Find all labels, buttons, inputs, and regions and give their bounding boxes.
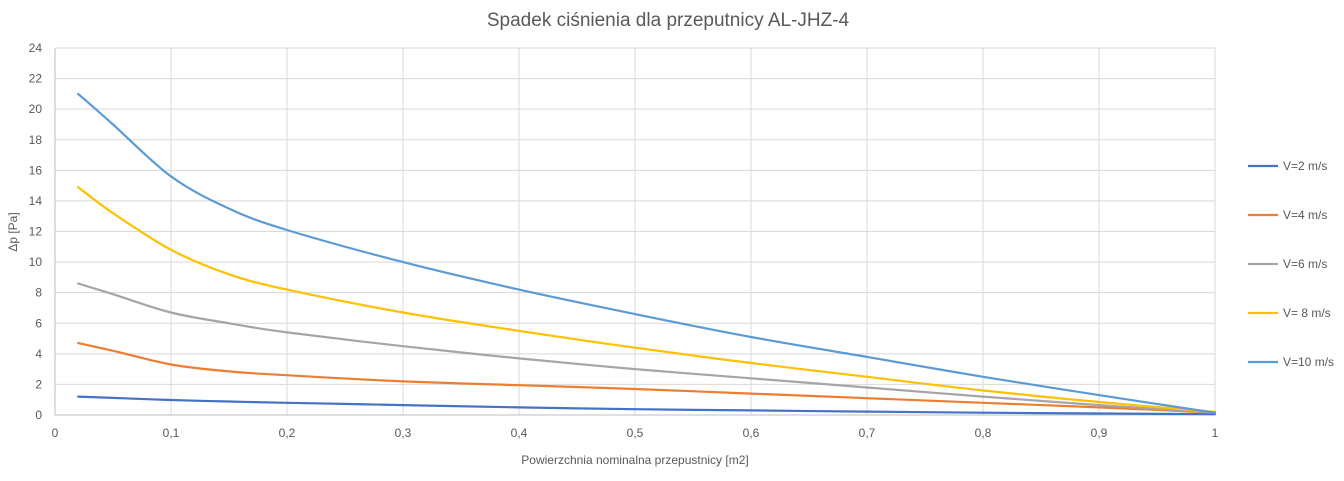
x-tick-label: 0,8 xyxy=(975,426,992,440)
y-axis-title: Δp [Pa] xyxy=(6,212,20,251)
x-tick-label: 0,2 xyxy=(279,426,296,440)
y-tick-label: 4 xyxy=(35,347,42,361)
legend-label: V=6 m/s xyxy=(1283,257,1327,271)
legend: V=2 m/s V=4 m/s V=6 m/s V= 8 m/s V=10 m/s xyxy=(1248,159,1334,369)
axes xyxy=(54,48,1215,416)
y-tick-label: 10 xyxy=(29,255,43,269)
x-tick-label: 0,7 xyxy=(859,426,876,440)
x-tick-labels: 0 0,1 0,2 0,3 0,4 0,5 0,6 0,7 0,8 0,9 1 xyxy=(52,426,1219,440)
x-tick-label: 0,5 xyxy=(627,426,644,440)
series-line-5 xyxy=(77,92,1217,414)
x-tick-label: 0,4 xyxy=(511,426,528,440)
legend-label: V=2 m/s xyxy=(1283,159,1327,173)
y-tick-label: 14 xyxy=(29,194,43,208)
y-tick-label: 0 xyxy=(35,408,42,422)
x-tick-label: 0 xyxy=(52,426,59,440)
chart-title: Spadek ciśnienia dla przeputnicy AL-JHZ-… xyxy=(487,10,850,31)
y-tick-label: 22 xyxy=(29,72,43,86)
x-tick-label: 0,9 xyxy=(1091,426,1108,440)
legend-label: V=10 m/s xyxy=(1283,355,1334,369)
y-tick-label: 16 xyxy=(29,163,43,177)
y-tick-label: 8 xyxy=(35,286,42,300)
legend-label: V= 8 m/s xyxy=(1283,306,1331,320)
series-line-2 xyxy=(77,342,1217,414)
x-tick-label: 0,6 xyxy=(743,426,760,440)
series-lines xyxy=(77,92,1217,416)
x-tick-label: 0,3 xyxy=(395,426,412,440)
x-tick-label: 1 xyxy=(1212,426,1219,440)
grid-lines xyxy=(55,47,1216,415)
x-tick-label: 0,1 xyxy=(163,426,180,440)
x-axis-title: Powierzchnia nominalna przepustnicy [m2] xyxy=(521,453,748,467)
y-tick-label: 20 xyxy=(29,102,43,116)
y-tick-label: 6 xyxy=(35,316,42,330)
y-tick-label: 12 xyxy=(29,225,43,239)
y-tick-label: 2 xyxy=(35,377,42,391)
y-tick-label: 18 xyxy=(29,133,43,147)
series-line-1 xyxy=(77,395,1217,416)
y-tick-label: 24 xyxy=(29,41,43,55)
legend-label: V=4 m/s xyxy=(1283,208,1327,222)
series-line-3 xyxy=(77,282,1217,414)
series-line-4 xyxy=(77,186,1217,413)
